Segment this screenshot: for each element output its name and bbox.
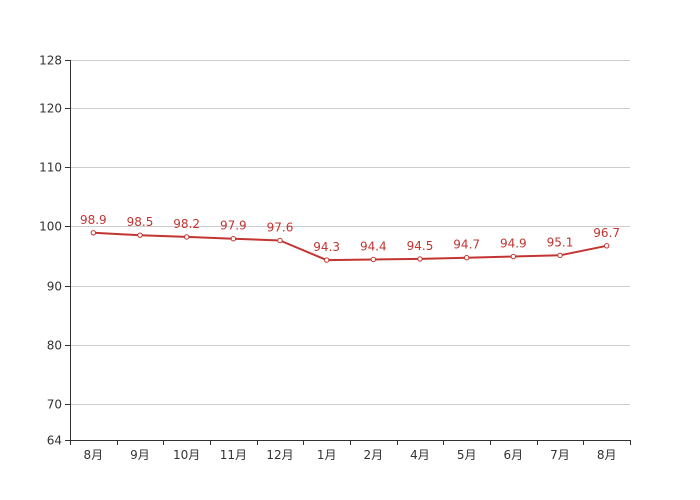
x-tick-label: 10月	[173, 448, 200, 462]
data-point	[417, 256, 423, 262]
x-tick-label: 6月	[504, 448, 524, 462]
series-layer	[90, 230, 610, 263]
data-label: 98.9	[80, 213, 107, 227]
x-tick-label: 8月	[597, 448, 617, 462]
x-tick-label: 9月	[130, 448, 150, 462]
x-tick-label: 8月	[84, 448, 104, 462]
data-label: 98.2	[173, 217, 200, 231]
data-point	[370, 256, 377, 263]
data-point	[230, 236, 237, 242]
data-label: 94.4	[360, 240, 387, 254]
y-tick-label: 80	[47, 339, 62, 353]
x-tick-label: 1月	[317, 448, 337, 462]
data-label: 97.6	[267, 221, 294, 235]
y-tick-label: 70	[47, 398, 62, 412]
data-label: 94.5	[407, 239, 434, 253]
x-tick-label: 5月	[457, 448, 477, 462]
data-point	[183, 234, 190, 240]
data-label: 94.7	[453, 238, 480, 252]
x-tick-label: 11月	[220, 448, 247, 462]
data-point	[277, 237, 283, 244]
x-tick-label: 7月	[550, 448, 570, 462]
data-label: 94.3	[313, 240, 340, 254]
data-point	[603, 243, 610, 249]
x-tick-label: 2月	[364, 448, 384, 462]
y-tick-label: 128	[39, 54, 62, 68]
data-point	[557, 252, 563, 259]
series-line	[93, 231, 607, 262]
data-point	[463, 255, 470, 261]
data-label-layer: 98.9 98.5 98.2 97.9 97.6 94.3 94.4 94.5 94.7 94.9…	[80, 213, 620, 254]
data-label: 97.9	[220, 219, 247, 233]
data-label: 98.5	[127, 215, 154, 229]
y-tick-label: 120	[39, 102, 62, 116]
x-tick-label: 4月	[410, 448, 430, 462]
data-label: 95.1	[547, 235, 574, 249]
y-tick-label: 100	[39, 220, 62, 234]
y-tick-label: 90	[47, 280, 62, 294]
grid-layer	[70, 60, 630, 405]
data-point	[323, 257, 330, 263]
data-point	[510, 253, 517, 260]
data-label: 94.9	[500, 237, 527, 251]
data-label: 96.7	[593, 226, 620, 240]
data-point	[90, 230, 97, 236]
y-tick-label: 110	[39, 161, 62, 175]
x-tick-label: 12月	[266, 448, 293, 462]
axis-layer: 64 70 80 90 100 110 120 128 8月 9月 10月 11月 12月 1月 2月 4月 5…	[39, 54, 631, 462]
y-tick-label: 64	[47, 434, 62, 448]
data-point	[137, 232, 143, 238]
